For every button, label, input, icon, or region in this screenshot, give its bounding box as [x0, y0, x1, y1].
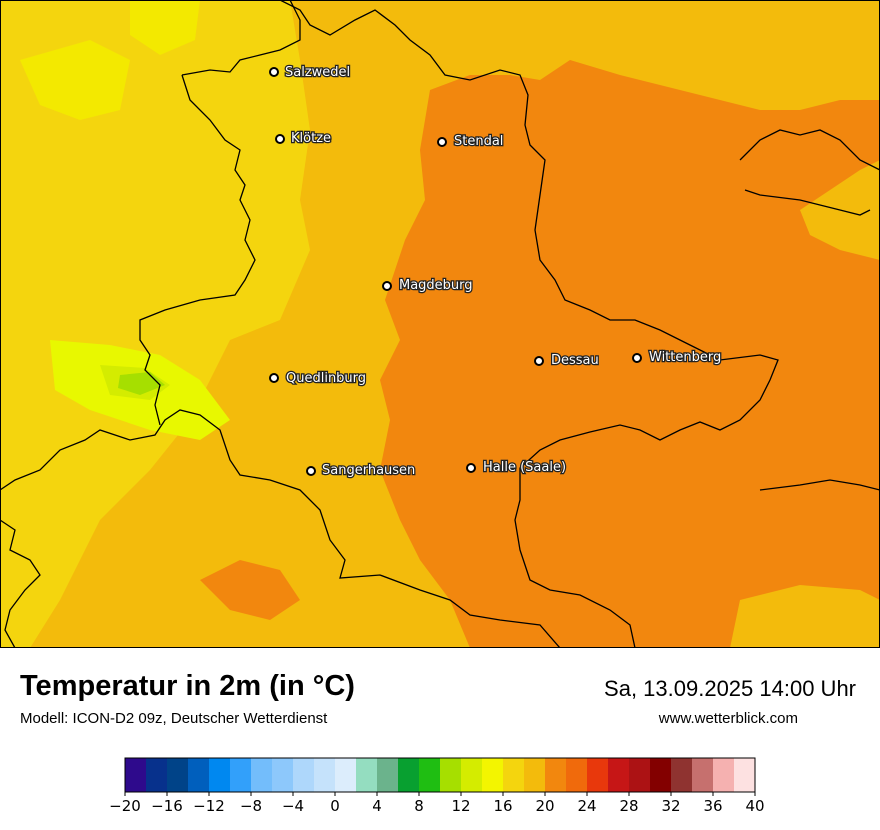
city-markers: Salzwedel Klötze Stendal Magdeburg Quedl…	[269, 64, 723, 479]
temp-zone-east	[380, 60, 880, 648]
city-label: Magdeburg	[399, 278, 473, 293]
legend-tick-label: −12	[193, 797, 225, 815]
legend-swatch	[272, 758, 294, 792]
city-sangerhausen[interactable]: Sangerhausen	[306, 462, 417, 479]
legend-swatch	[692, 758, 714, 792]
legend-tick-label: 40	[745, 797, 764, 815]
legend-tick-label: −4	[282, 797, 304, 815]
city-quedlinburg[interactable]: Quedlinburg	[269, 370, 367, 387]
city-label: Halle (Saale)	[483, 460, 566, 475]
state-borders	[0, 0, 880, 648]
legend-tick-label: 28	[619, 797, 638, 815]
website-link[interactable]: www.wetterblick.com	[658, 710, 798, 727]
legend-swatch	[713, 758, 735, 792]
legend-tick-label: 0	[330, 797, 340, 815]
legend-swatch	[608, 758, 630, 792]
city-label: Stendal	[454, 134, 503, 149]
temp-zone-west-yellow	[20, 40, 130, 120]
city-magdeburg[interactable]: Magdeburg	[382, 277, 474, 294]
legend-swatch	[398, 758, 420, 792]
legend-tick-label: 36	[703, 797, 722, 815]
legend-swatch	[671, 758, 693, 792]
temp-zone-west	[0, 0, 310, 648]
map-title: Temperatur in 2m (in °C)	[20, 670, 355, 702]
city-wittenberg[interactable]: Wittenberg	[632, 349, 723, 366]
city-kloetze[interactable]: Klötze	[275, 130, 332, 147]
legend-swatch	[230, 758, 252, 792]
legend-swatch	[335, 758, 357, 792]
city-label: Salzwedel	[285, 65, 350, 80]
legend-tick-label: 24	[577, 797, 596, 815]
legend-swatch	[587, 758, 609, 792]
city-stendal[interactable]: Stendal	[437, 133, 505, 150]
legend-tick-label: 20	[535, 797, 554, 815]
legend-swatch	[167, 758, 189, 792]
city-label: Sangerhausen	[322, 463, 415, 478]
legend-swatch	[209, 758, 231, 792]
legend-swatch	[356, 758, 378, 792]
legend-frame	[124, 757, 756, 793]
footer: Temperatur in 2m (in °C) Modell: ICON-D2…	[0, 648, 880, 830]
legend-ticks: −20 −16 −12 −8 −4 0 4 8 12 16 20 24 28 32 36 40	[109, 792, 765, 815]
city-label: Quedlinburg	[286, 371, 366, 386]
legend-swatch	[146, 758, 168, 792]
legend-swatch	[125, 758, 147, 792]
legend-swatch	[314, 758, 336, 792]
city-label: Klötze	[291, 131, 331, 146]
city-dessau[interactable]: Dessau	[534, 352, 600, 369]
legend-swatch	[524, 758, 546, 792]
legend-swatch	[566, 758, 588, 792]
legend-swatch	[188, 758, 210, 792]
temp-zone-south-light	[730, 585, 880, 648]
legend-swatch	[650, 758, 672, 792]
forecast-datetime: Sa, 13.09.2025 14:00 Uhr	[604, 676, 856, 701]
legend-tick-label: 12	[451, 797, 470, 815]
legend-tick-label: 16	[493, 797, 512, 815]
legend-tick-label: −20	[109, 797, 141, 815]
city-halle-saale[interactable]: Halle (Saale)	[466, 459, 567, 476]
legend-swatches	[125, 758, 756, 792]
model-info: Modell: ICON-D2 09z, Deutscher Wetterdie…	[20, 710, 328, 727]
legend-tick-label: 32	[661, 797, 680, 815]
legend-swatch	[545, 758, 567, 792]
legend-tick-label: 4	[372, 797, 382, 815]
legend-swatch	[629, 758, 651, 792]
city-label: Wittenberg	[649, 350, 721, 365]
legend-swatch	[293, 758, 315, 792]
legend-swatch	[419, 758, 441, 792]
legend-tick-label: −8	[240, 797, 262, 815]
legend-swatch	[482, 758, 504, 792]
temperature-map: Salzwedel Klötze Stendal Magdeburg Quedl…	[0, 0, 880, 648]
city-salzwedel[interactable]: Salzwedel	[269, 64, 351, 81]
legend-swatch	[440, 758, 462, 792]
legend-swatch	[503, 758, 525, 792]
legend-swatch	[734, 758, 756, 792]
temp-zone-southwest	[200, 560, 300, 620]
legend-swatch	[461, 758, 483, 792]
temp-zone-north-yellow	[130, 0, 200, 55]
legend-swatch	[251, 758, 273, 792]
city-label: Dessau	[551, 353, 599, 368]
legend-tick-label: −16	[151, 797, 183, 815]
legend-swatch	[377, 758, 399, 792]
legend-tick-label: 8	[414, 797, 424, 815]
color-legend: −20 −16 −12 −8 −4 0 4 8 12 16 20 24 28 32 36 40	[109, 757, 765, 815]
